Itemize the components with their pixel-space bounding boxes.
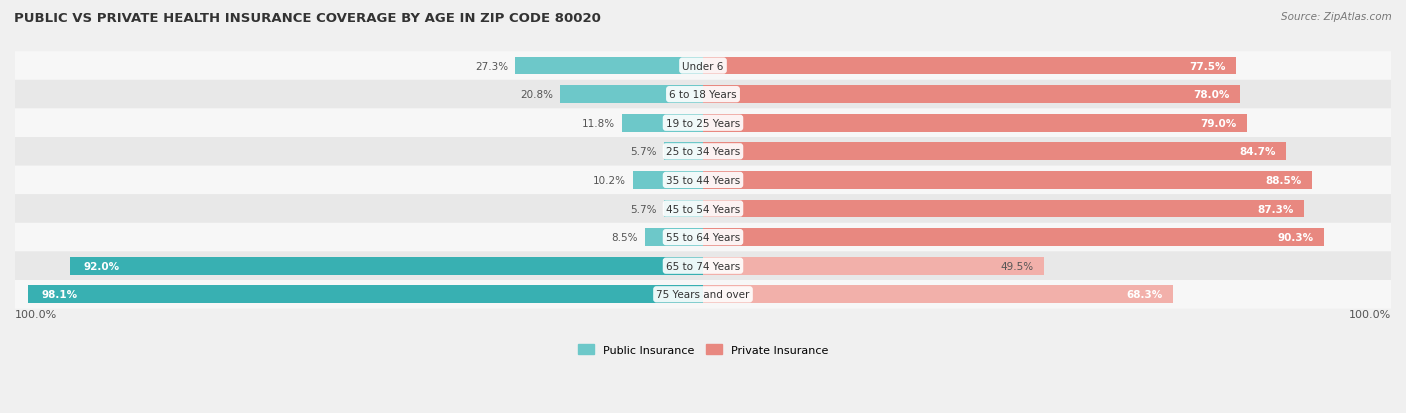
Bar	[703, 257, 1043, 275]
Text: 79.0%: 79.0%	[1199, 119, 1236, 128]
Bar	[703, 229, 1324, 247]
Text: 5.7%: 5.7%	[630, 147, 657, 157]
Bar	[703, 86, 1240, 104]
Text: 98.1%: 98.1%	[42, 290, 77, 299]
Text: 20.8%: 20.8%	[520, 90, 553, 100]
Text: 87.3%: 87.3%	[1257, 204, 1294, 214]
Bar	[633, 172, 703, 189]
Text: PUBLIC VS PRIVATE HEALTH INSURANCE COVERAGE BY AGE IN ZIP CODE 80020: PUBLIC VS PRIVATE HEALTH INSURANCE COVER…	[14, 12, 600, 25]
FancyBboxPatch shape	[15, 280, 1391, 309]
Text: 68.3%: 68.3%	[1126, 290, 1163, 299]
FancyBboxPatch shape	[15, 223, 1391, 252]
FancyBboxPatch shape	[15, 109, 1391, 138]
Text: 78.0%: 78.0%	[1192, 90, 1229, 100]
Bar	[703, 286, 1173, 304]
Text: 75 Years and over: 75 Years and over	[657, 290, 749, 299]
Bar	[664, 200, 703, 218]
Text: Under 6: Under 6	[682, 62, 724, 71]
Text: 88.5%: 88.5%	[1265, 176, 1302, 185]
Bar	[70, 257, 703, 275]
FancyBboxPatch shape	[15, 252, 1391, 280]
Text: 27.3%: 27.3%	[475, 62, 509, 71]
FancyBboxPatch shape	[15, 52, 1391, 81]
Text: 65 to 74 Years: 65 to 74 Years	[666, 261, 740, 271]
Text: 8.5%: 8.5%	[612, 233, 638, 242]
FancyBboxPatch shape	[15, 81, 1391, 109]
FancyBboxPatch shape	[15, 138, 1391, 166]
Text: 35 to 44 Years: 35 to 44 Years	[666, 176, 740, 185]
Text: 100.0%: 100.0%	[1348, 309, 1391, 319]
Bar	[703, 200, 1303, 218]
Text: 25 to 34 Years: 25 to 34 Years	[666, 147, 740, 157]
Bar	[664, 143, 703, 161]
Text: 77.5%: 77.5%	[1189, 62, 1226, 71]
Legend: Public Insurance, Private Insurance: Public Insurance, Private Insurance	[574, 340, 832, 360]
Text: 84.7%: 84.7%	[1239, 147, 1275, 157]
Bar	[703, 57, 1236, 75]
Bar	[28, 286, 703, 304]
Text: 6 to 18 Years: 6 to 18 Years	[669, 90, 737, 100]
FancyBboxPatch shape	[15, 195, 1391, 223]
Text: 55 to 64 Years: 55 to 64 Years	[666, 233, 740, 242]
Text: 19 to 25 Years: 19 to 25 Years	[666, 119, 740, 128]
Bar	[515, 57, 703, 75]
Text: 90.3%: 90.3%	[1278, 233, 1315, 242]
Text: 100.0%: 100.0%	[15, 309, 58, 319]
FancyBboxPatch shape	[15, 166, 1391, 195]
Bar	[703, 172, 1312, 189]
Text: 10.2%: 10.2%	[593, 176, 626, 185]
Bar	[703, 114, 1247, 132]
Text: 11.8%: 11.8%	[582, 119, 614, 128]
Text: 49.5%: 49.5%	[1000, 261, 1033, 271]
Text: Source: ZipAtlas.com: Source: ZipAtlas.com	[1281, 12, 1392, 22]
Text: 45 to 54 Years: 45 to 54 Years	[666, 204, 740, 214]
Bar	[703, 143, 1285, 161]
Text: 5.7%: 5.7%	[630, 204, 657, 214]
Bar	[644, 229, 703, 247]
Bar	[560, 86, 703, 104]
Bar	[621, 114, 703, 132]
Text: 92.0%: 92.0%	[84, 261, 120, 271]
